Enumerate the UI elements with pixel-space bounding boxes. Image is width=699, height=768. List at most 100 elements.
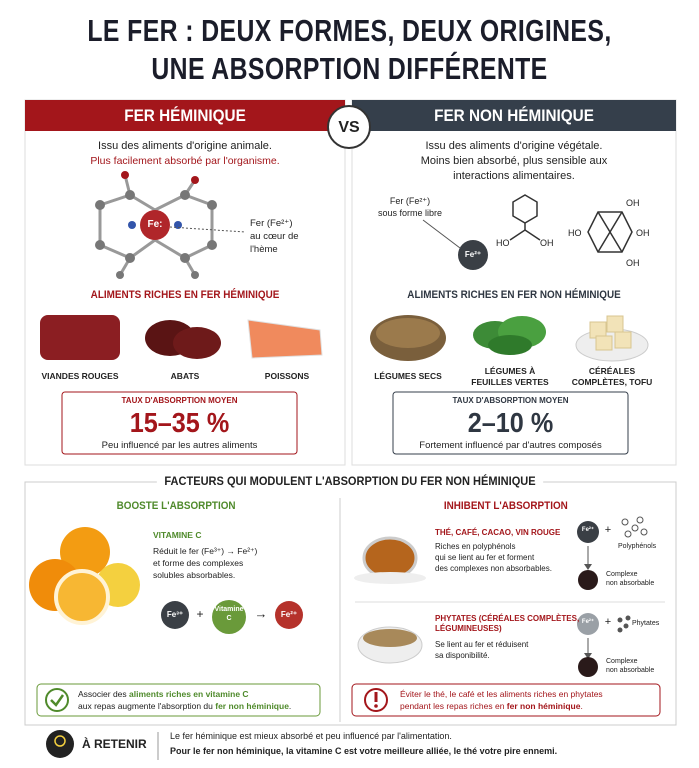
rate-note: Fortement influencé par d'autres composé… [419,440,602,451]
title: UNE ABSORPTION DIFFÉRENTE [151,51,548,86]
food-label: COMPLÈTES, TOFU [571,377,653,387]
retain-title: À RETENIR [82,737,147,751]
rate-title: TAUX D'ABSORPTION MOYEN [452,396,569,405]
atom-label: HO [496,238,510,248]
foods-title: ALIMENTS RICHES EN FER NON HÉMINIQUE [407,289,621,301]
food-label: LÉGUMES SECS [374,371,442,381]
inhibit-title: INHIBENT L'ABSORPTION [443,500,568,512]
food-label: LÉGUMES À [484,366,536,376]
rate: 15–35 % [129,407,230,438]
tip-text: aux repas augmente l'absorption du [78,701,216,711]
tip-text: Associer des [78,689,130,699]
molecule-label: Fer (Fe²⁺) [250,218,293,229]
text: sa disponibilité. [435,651,490,660]
text: et forme des complexes [153,558,244,568]
warning-box [351,683,661,717]
free-iron [458,240,488,270]
nonheme-title: FER NON HÉMINIQUE [434,106,594,125]
atom-label: OH [626,198,640,208]
heme-title: FER HÉMINIQUE [124,106,246,125]
vs-label: VS [338,119,360,136]
molecule-label: l'hème [250,244,278,255]
retain-line: Le fer héminique est mieux absorbé et pe… [170,731,452,741]
molecule-label: au cœur de [250,231,299,242]
item-title: THÉ, CAFÉ, CACAO, VIN ROUGE [435,528,561,537]
warning-text: Éviter le thé, le café et les aliments r… [400,689,603,699]
atom-label: HO [568,228,582,238]
intro: Issu des aliments d'origine animale. [98,140,272,152]
tip-box [36,683,321,717]
result: Complexe [606,658,638,665]
pointer [422,219,461,249]
free-label: sous forme libre [377,208,443,218]
vitamin-label: Vitamine [214,606,244,613]
tip-text: . [288,701,292,711]
text: des complexes non absorbables. [435,564,552,573]
tip-highlight: fer non héminique [215,701,289,711]
rate: 2–10 % [467,407,554,438]
warning-text: pendant les repas riches en [400,701,507,711]
ferric-ion [161,601,189,629]
salmon [247,319,323,359]
intro: interactions alimentaires. [453,170,575,182]
foods-title: ALIMENTS RICHES EN FER HÉMINIQUE [90,289,280,301]
retain-line: Pour le fer non héminique, la vitamine C… [170,746,558,756]
free-label: Fer (Fe²⁺) [389,196,431,206]
text: solubles absorbables. [153,570,236,580]
plus: + [196,607,204,621]
rate-title: TAUX D'ABSORPTION MOYEN [121,396,238,405]
atom-label: OH [636,228,650,238]
ion-label: Fe²⁺ [280,610,298,619]
check-icon [45,688,69,712]
liver [173,327,221,359]
arrow-head [584,564,592,570]
orange [60,527,110,577]
nonheme-header [352,100,676,131]
complex [578,570,598,590]
food-label: FEUILLES VERTES [471,377,549,387]
boost-title: BOOSTE L'ABSORPTION [116,500,236,512]
title: LE FER : DEUX FORMES, DEUX ORIGINES, [87,13,612,48]
ferrous-ion [275,601,303,629]
atom-label: OH [540,238,554,248]
pointer [169,226,246,233]
ion-label: Fe²⁺ [581,527,595,533]
ion-label: Fe²⁺ [581,619,595,625]
compound: Polyphénols [618,543,657,550]
compound: Phytates [632,620,660,627]
iron-atom [140,210,170,240]
atom-label: OH [626,258,640,268]
result: Complexe [606,571,638,578]
phytate-structure [587,211,633,253]
bulb [54,735,66,747]
rate-note: Peu influencé par les autres aliments [101,440,258,451]
intro: Moins bien absorbé, plus sensible aux [420,155,608,167]
polyphenol-icon [621,516,648,538]
ion [577,521,599,543]
text: Se lient au fer et réduisent [435,640,529,649]
iron-label: Fe: [147,219,163,230]
vitamin-label: C [226,615,232,622]
plus: + [604,524,612,536]
warning-mark [374,692,378,702]
plus: + [604,616,612,628]
bulb-icon [46,730,74,758]
tip: aux repas augmente l'absorption du fer n… [78,701,291,712]
meat [40,315,120,360]
intro: Issu des aliments d'origine végétale. [425,140,603,152]
factors-title: FACTEURS QUI MODULENT L'ABSORPTION DU FE… [156,474,544,489]
food-label: VIANDES ROUGES [41,371,119,381]
warning-dot [374,704,378,708]
ion-label: Fe²⁺ [464,250,482,259]
food-label: CÉRÉALES [588,366,636,376]
arrow: → [254,606,268,621]
heme-header [25,100,345,131]
warning-text: . [580,701,583,711]
ion-label: Fe³⁺ [166,610,184,619]
warning-highlight: fer non héminique [506,701,581,711]
complex [578,657,598,677]
item-title: LÉGUMINEUSES) [435,624,502,633]
item-title: VITAMINE C [153,530,202,540]
